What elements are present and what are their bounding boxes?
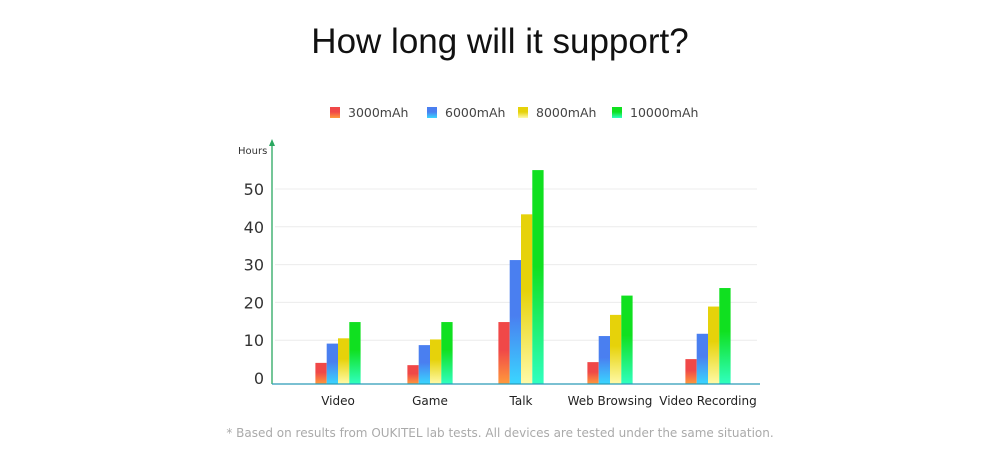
- y-tick-label: 50: [244, 180, 264, 199]
- bar-6000mAh-video-recording: [696, 333, 708, 384]
- x-tick-label: Video: [321, 394, 355, 408]
- bar-10000mAh-web-browsing: [621, 295, 633, 384]
- bar-10000mAh-video: [349, 322, 361, 384]
- bar-6000mAh-talk: [509, 260, 521, 384]
- bar-3000mAh-web-browsing: [587, 362, 599, 384]
- bar-6000mAh-video: [326, 343, 338, 384]
- legend-swatch: [427, 107, 437, 118]
- legend-label: 6000mAh: [445, 105, 505, 120]
- bar-10000mAh-talk: [532, 170, 544, 384]
- bar-10000mAh-video-recording: [719, 288, 731, 384]
- bar-8000mAh-talk: [521, 214, 533, 384]
- footnote: * Based on results from OUKITEL lab test…: [226, 426, 774, 440]
- legend-label: 3000mAh: [348, 105, 408, 120]
- y-tick-label: 10: [244, 331, 264, 350]
- y-tick-label: 0: [254, 369, 264, 388]
- legend-swatch: [518, 107, 528, 118]
- x-tick-label: Video Recording: [659, 394, 756, 408]
- x-tick-label: Game: [412, 394, 448, 408]
- bar-8000mAh-video-recording: [708, 306, 720, 384]
- y-tick-label: 20: [244, 293, 264, 312]
- legend-swatch: [612, 107, 622, 118]
- bar-3000mAh-talk: [498, 322, 510, 384]
- y-tick-label: 30: [244, 256, 264, 275]
- bar-3000mAh-video-recording: [685, 359, 697, 384]
- x-tick-label: Talk: [509, 394, 533, 408]
- bar-8000mAh-web-browsing: [610, 314, 622, 384]
- chart-title: How long will it support?: [311, 22, 689, 61]
- bar-8000mAh-game: [430, 339, 442, 384]
- bar-3000mAh-game: [407, 365, 419, 384]
- bar-3000mAh-video: [315, 362, 327, 384]
- bar-6000mAh-game: [418, 345, 430, 384]
- bar-8000mAh-video: [338, 338, 350, 384]
- y-axis-label: Hours: [238, 146, 267, 157]
- y-tick-label: 40: [244, 218, 264, 237]
- legend-swatch: [330, 107, 340, 118]
- legend-label: 8000mAh: [536, 105, 596, 120]
- bar-10000mAh-game: [441, 322, 453, 384]
- bar-6000mAh-web-browsing: [598, 336, 610, 384]
- x-tick-label: Web Browsing: [568, 394, 653, 408]
- y-axis-arrow-icon: [269, 139, 275, 146]
- legend-label: 10000mAh: [630, 105, 698, 120]
